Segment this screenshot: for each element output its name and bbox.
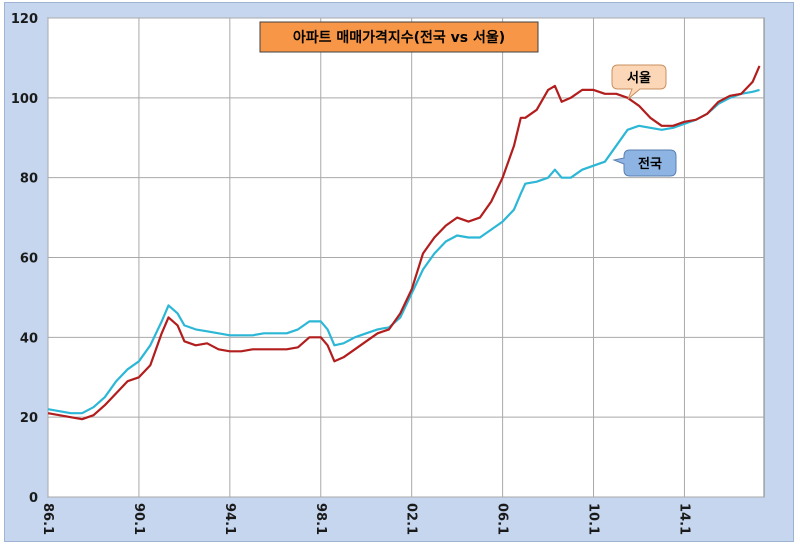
national-callout-bubble (612, 149, 677, 177)
y-tick-label: 20 (20, 411, 38, 426)
series-line-seoul (47, 65, 761, 421)
y-tick-label: 40 (20, 331, 38, 346)
chart-title-background (259, 21, 539, 53)
y-tick-label: 120 (11, 12, 38, 27)
seoul-callout: 서울 (611, 64, 667, 100)
national-callout: 전국 (612, 149, 677, 177)
series-lines (47, 65, 761, 421)
y-tick-label: 60 (20, 252, 38, 267)
x-tick-label: 98.1 (313, 503, 328, 535)
chart-title-box: 아파트 매매가격지수(전국 vs 서울) (259, 21, 539, 53)
x-tick-label: 02.1 (404, 503, 419, 535)
x-tick-label: 90.1 (131, 503, 146, 535)
gridlines (47, 17, 764, 498)
seoul-callout-bubble (611, 64, 667, 100)
x-axis-ticks: 86.1 90.1 94.1 98.1 02.1 06.1 10.1 14.1 (40, 503, 691, 535)
x-tick-label: 14.1 (676, 503, 691, 535)
y-axis-ticks: 0 20 40 60 80 100 120 (11, 12, 38, 506)
y-tick-label: 80 (20, 172, 38, 187)
y-tick-label: 100 (11, 92, 38, 107)
x-tick-label: 10.1 (586, 503, 601, 535)
x-tick-label: 06.1 (495, 503, 510, 535)
seoul-callout-label: 서울 (627, 70, 651, 86)
series-line-national (47, 88, 760, 415)
x-tick-label: 86.1 (40, 503, 55, 535)
chart-title: 아파트 매매가격지수(전국 vs 서울) (293, 29, 505, 46)
x-tick-label: 94.1 (222, 503, 237, 535)
national-callout-label: 전국 (638, 156, 662, 172)
y-tick-label: 0 (29, 491, 38, 506)
